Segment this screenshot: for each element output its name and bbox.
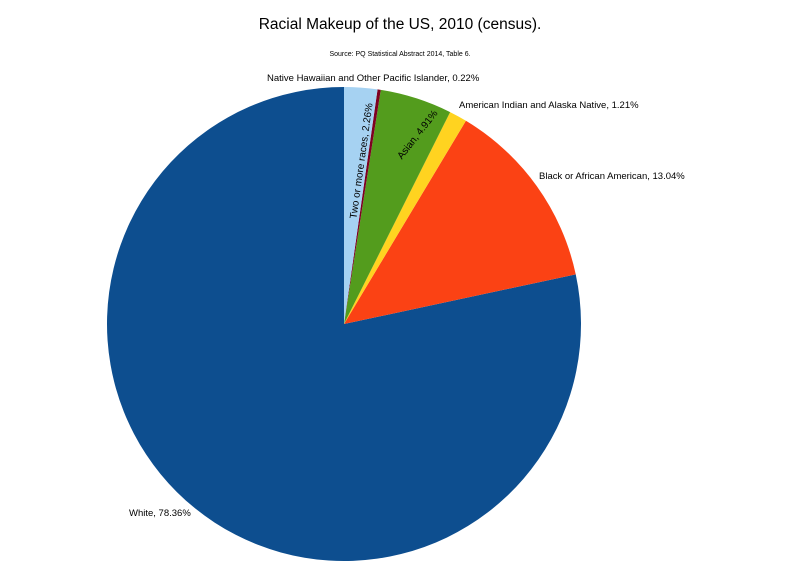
pie-slice-native-hawaiian-and-other-pacific-islander xyxy=(344,89,381,324)
chart-source-subtitle: Source: PQ Statistical Abstract 2014, Ta… xyxy=(329,51,471,58)
slice-label-american-indian: American Indian and Alaska Native, 1.21% xyxy=(459,100,639,111)
slice-label-white: White, 78.36% xyxy=(129,508,191,519)
pie-slice-two-or-more-races xyxy=(344,87,378,324)
slice-label-native-hawaiian: Native Hawaiian and Other Pacific Island… xyxy=(267,73,480,84)
chart-title: Racial Makeup of the US, 2010 (census). xyxy=(258,16,542,33)
pie-slice-american-indian-and-alaska-native xyxy=(344,112,466,324)
pie-slice-asian xyxy=(344,89,451,325)
pie-slice-black-or-african-american xyxy=(344,120,576,325)
pie-slice-white xyxy=(107,87,582,561)
slice-label-black-or-african-american: Black or African American, 13.04% xyxy=(539,171,685,182)
